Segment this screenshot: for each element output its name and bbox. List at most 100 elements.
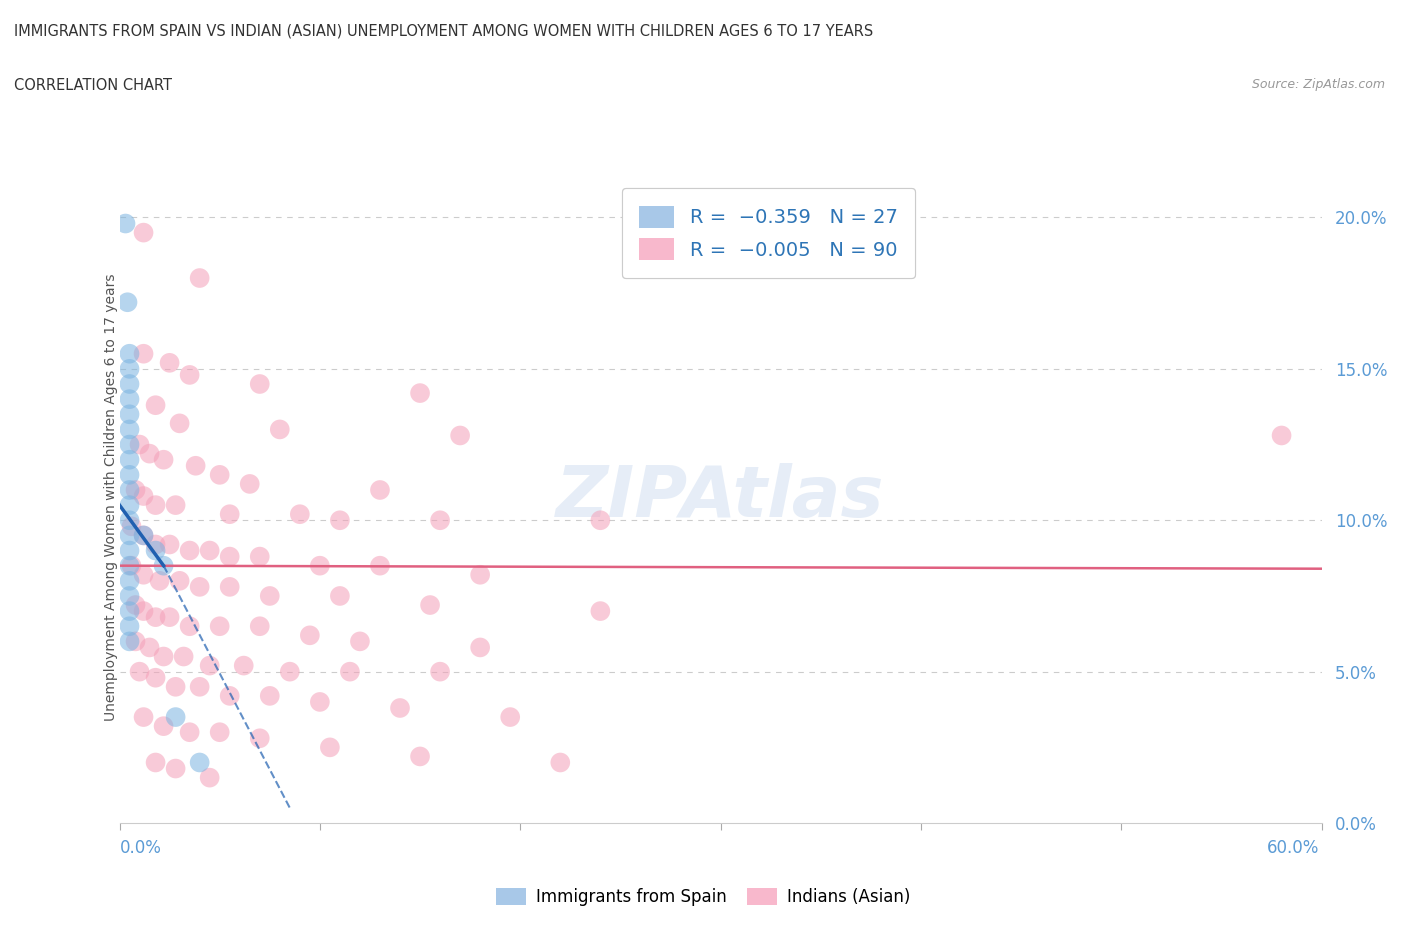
Point xyxy=(208,618,231,633)
Point xyxy=(145,498,167,512)
Point xyxy=(145,610,167,625)
Point xyxy=(114,216,136,231)
Point xyxy=(208,724,231,739)
Point xyxy=(118,483,141,498)
Point xyxy=(118,498,141,512)
Point xyxy=(132,528,155,543)
Point xyxy=(188,679,211,694)
Point xyxy=(118,346,141,361)
Point xyxy=(118,468,141,483)
Point xyxy=(388,700,411,715)
Point xyxy=(145,543,167,558)
Point xyxy=(548,755,571,770)
Point xyxy=(198,770,221,785)
Point xyxy=(278,664,301,679)
Point xyxy=(118,574,141,589)
Point xyxy=(118,512,141,527)
Point xyxy=(124,483,146,498)
Point xyxy=(152,452,174,467)
Point xyxy=(298,628,321,643)
Text: CORRELATION CHART: CORRELATION CHART xyxy=(14,78,172,93)
Point xyxy=(218,507,240,522)
Point xyxy=(218,549,240,564)
Point xyxy=(198,658,221,673)
Legend: R =  −0.359   N = 27, R =  −0.005   N = 90: R = −0.359 N = 27, R = −0.005 N = 90 xyxy=(621,188,915,278)
Point xyxy=(138,446,160,461)
Point xyxy=(118,543,141,558)
Point xyxy=(184,458,207,473)
Point xyxy=(188,271,211,286)
Point xyxy=(159,355,181,370)
Point xyxy=(132,225,155,240)
Point xyxy=(159,610,181,625)
Point xyxy=(419,598,441,613)
Point xyxy=(145,755,167,770)
Point xyxy=(173,649,195,664)
Point xyxy=(368,483,391,498)
Point xyxy=(165,498,187,512)
Point xyxy=(132,604,155,618)
Point xyxy=(499,710,522,724)
Point xyxy=(121,519,143,534)
Point xyxy=(128,664,150,679)
Point xyxy=(118,589,141,604)
Point xyxy=(132,346,155,361)
Point xyxy=(118,604,141,618)
Point xyxy=(124,598,146,613)
Point xyxy=(368,558,391,573)
Point xyxy=(152,649,174,664)
Point xyxy=(179,367,201,382)
Point xyxy=(319,740,342,755)
Point xyxy=(118,362,141,377)
Point xyxy=(165,761,187,776)
Point xyxy=(208,468,231,483)
Point xyxy=(132,567,155,582)
Point xyxy=(118,422,141,437)
Text: Source: ZipAtlas.com: Source: ZipAtlas.com xyxy=(1251,78,1385,91)
Point xyxy=(121,558,143,573)
Point xyxy=(259,688,281,703)
Point xyxy=(118,377,141,392)
Text: IMMIGRANTS FROM SPAIN VS INDIAN (ASIAN) UNEMPLOYMENT AMONG WOMEN WITH CHILDREN A: IMMIGRANTS FROM SPAIN VS INDIAN (ASIAN) … xyxy=(14,23,873,38)
Point xyxy=(118,558,141,573)
Point xyxy=(118,634,141,649)
Point xyxy=(169,416,191,431)
Point xyxy=(117,295,139,310)
Point xyxy=(249,377,271,392)
Point xyxy=(409,749,432,764)
Point xyxy=(132,710,155,724)
Point xyxy=(288,507,311,522)
Point xyxy=(165,679,187,694)
Y-axis label: Unemployment Among Women with Children Ages 6 to 17 years: Unemployment Among Women with Children A… xyxy=(104,273,118,722)
Point xyxy=(169,574,191,589)
Point xyxy=(309,558,332,573)
Point xyxy=(188,755,211,770)
Point xyxy=(159,537,181,551)
Point xyxy=(429,664,451,679)
Legend: Immigrants from Spain, Indians (Asian): Immigrants from Spain, Indians (Asian) xyxy=(489,881,917,912)
Point xyxy=(138,640,160,655)
Point xyxy=(145,398,167,413)
Text: ZIPAtlas: ZIPAtlas xyxy=(557,463,884,532)
Point xyxy=(409,386,432,401)
Point xyxy=(179,618,201,633)
Point xyxy=(179,543,201,558)
Point xyxy=(124,634,146,649)
Point xyxy=(1271,428,1294,443)
Point xyxy=(470,567,492,582)
Point xyxy=(309,695,332,710)
Point xyxy=(152,558,174,573)
Point xyxy=(149,574,172,589)
Point xyxy=(198,543,221,558)
Point xyxy=(349,634,371,649)
Point xyxy=(118,437,141,452)
Point xyxy=(232,658,254,673)
Point xyxy=(132,488,155,503)
Point xyxy=(449,428,471,443)
Point xyxy=(249,618,271,633)
Point xyxy=(329,512,352,527)
Point xyxy=(259,589,281,604)
Point xyxy=(118,406,141,421)
Point xyxy=(132,528,155,543)
Point xyxy=(118,392,141,406)
